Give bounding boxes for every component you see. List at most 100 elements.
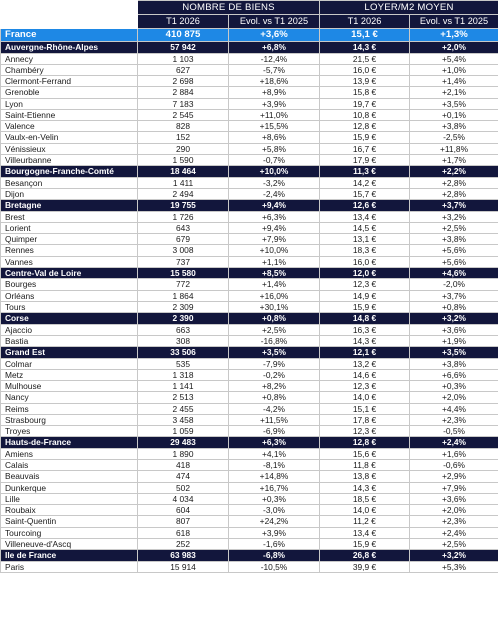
- city-row: Lille 4 034 +0,3% 18,5 € +3,6%: [0, 492, 498, 506]
- evol-biens-cell: +1,4%: [228, 278, 320, 291]
- location-name-cell: Corse: [0, 312, 138, 325]
- header-biens-evol: Evol. vs T1 2025: [228, 14, 320, 29]
- city-row: Calais 418 -8,1% 11,8 € -0,6%: [0, 458, 498, 472]
- location-name-cell: Saint-Quentin: [0, 515, 138, 528]
- evol-loyer-cell: -2,5%: [408, 131, 498, 144]
- loyer-m2-cell: 14,6 €: [319, 368, 410, 382]
- city-row: Rennes 3 008 +10,0% 18,3 € +5,6%: [0, 244, 498, 257]
- city-row: Tours 2 309 +30,1% 15,9 € +0,8%: [0, 300, 498, 314]
- nombre-biens-cell: 2 455: [137, 402, 229, 415]
- evol-biens-cell: +5,8%: [228, 142, 320, 155]
- loyer-m2-cell: 14,0 €: [319, 503, 410, 517]
- nombre-biens-cell: 33 506: [137, 346, 229, 359]
- location-name-cell: Orléans: [0, 289, 138, 302]
- nombre-biens-cell: 63 983: [137, 549, 229, 562]
- evol-loyer-cell: +6,6%: [408, 368, 498, 382]
- loyer-m2-cell: 13,4 €: [319, 210, 410, 223]
- nombre-biens-cell: 828: [137, 119, 229, 133]
- loyer-m2-cell: 12,0 €: [319, 266, 410, 280]
- evol-biens-cell: -12,4%: [228, 52, 320, 65]
- location-name-cell: Annecy: [0, 52, 138, 65]
- evol-biens-cell: -8,1%: [228, 458, 320, 472]
- location-name-cell: Paris: [0, 560, 138, 573]
- evol-loyer-cell: +2,4%: [408, 436, 498, 449]
- city-row: Saint-Quentin 807 +24,2% 11,2 € +2,3%: [0, 515, 498, 528]
- nombre-biens-cell: 1 318: [137, 368, 229, 382]
- loyer-m2-cell: 14,3 €: [319, 481, 410, 494]
- nombre-biens-cell: 19 755: [137, 199, 229, 212]
- loyer-m2-cell: 26,8 €: [319, 549, 410, 562]
- nombre-biens-cell: 474: [137, 470, 229, 483]
- evol-loyer-cell: +4,6%: [408, 266, 498, 280]
- evol-biens-cell: +14,8%: [228, 470, 320, 483]
- region-row: Bretagne 19 755 +9,4% 12,6 € +3,7%: [0, 199, 498, 212]
- header-sub-row: T1 2026 Evol. vs T1 2025 T1 2026 Evol. v…: [0, 14, 498, 29]
- header-biens-period: T1 2026: [137, 14, 229, 29]
- evol-loyer-cell: +5,6%: [408, 244, 498, 257]
- city-row: Valence 828 +15,5% 12,8 € +3,8%: [0, 119, 498, 133]
- evol-loyer-cell: +3,8%: [408, 232, 498, 246]
- location-name-cell: Dunkerque: [0, 481, 138, 494]
- loyer-m2-cell: 21,5 €: [319, 52, 410, 65]
- loyer-m2-cell: 15,9 €: [319, 300, 410, 314]
- evol-loyer-cell: +3,2%: [408, 210, 498, 223]
- evol-biens-cell: +10,0%: [228, 165, 320, 178]
- evol-loyer-cell: +1,9%: [408, 334, 498, 348]
- loyer-m2-cell: 12,1 €: [319, 346, 410, 359]
- evol-loyer-cell: -0,6%: [408, 458, 498, 472]
- loyer-m2-cell: 11,8 €: [319, 458, 410, 472]
- evol-loyer-cell: +4,4%: [408, 402, 498, 415]
- nombre-biens-cell: 2 698: [137, 74, 229, 88]
- evol-loyer-cell: +5,6%: [408, 255, 498, 268]
- city-row: Reims 2 455 -4,2% 15,1 € +4,4%: [0, 402, 498, 415]
- location-name-cell: Mulhouse: [0, 379, 138, 393]
- evol-loyer-cell: +1,7%: [408, 153, 498, 167]
- nombre-biens-cell: 1 590: [137, 153, 229, 167]
- loyer-m2-cell: 12,6 €: [319, 199, 410, 212]
- location-name-cell: Rennes: [0, 244, 138, 257]
- evol-loyer-cell: +1,3%: [408, 28, 498, 42]
- location-name-cell: Troyes: [0, 424, 138, 438]
- country-row: France 410 875 +3,6% 15,1 € +1,3%: [0, 28, 498, 42]
- table-body: France 410 875 +3,6% 15,1 € +1,3% Auvergne-Rh…: [0, 28, 498, 573]
- evol-loyer-cell: +3,5%: [408, 97, 498, 110]
- city-row: Roubaix 604 -3,0% 14,0 € +2,0%: [0, 503, 498, 517]
- header-corner-blank: [0, 0, 138, 15]
- city-row: Tourcoing 618 +3,9% 13,4 € +2,4%: [0, 526, 498, 539]
- city-row: Annecy 1 103 -12,4% 21,5 € +5,4%: [0, 52, 498, 65]
- evol-loyer-cell: +2,3%: [408, 413, 498, 427]
- evol-biens-cell: +6,3%: [228, 210, 320, 223]
- evol-loyer-cell: +3,7%: [408, 289, 498, 302]
- evol-biens-cell: +16,0%: [228, 289, 320, 302]
- nombre-biens-cell: 2 494: [137, 187, 229, 201]
- nombre-biens-cell: 1 726: [137, 210, 229, 223]
- loyer-m2-cell: 12,3 €: [319, 278, 410, 291]
- loyer-m2-cell: 12,8 €: [319, 119, 410, 133]
- loyer-m2-cell: 14,0 €: [319, 391, 410, 404]
- evol-biens-cell: -5,7%: [228, 63, 320, 77]
- nombre-biens-cell: 1 059: [137, 424, 229, 438]
- header-loyer-evol: Evol. vs T1 2025: [408, 14, 498, 29]
- nombre-biens-cell: 3 008: [137, 244, 229, 257]
- evol-loyer-cell: +2,0%: [408, 41, 498, 54]
- nombre-biens-cell: 627: [137, 63, 229, 77]
- city-row: Vannes 737 +1,1% 16,0 € +5,6%: [0, 255, 498, 268]
- nombre-biens-cell: 308: [137, 334, 229, 348]
- loyer-m2-cell: 14,5 €: [319, 221, 410, 235]
- loyer-m2-cell: 11,2 €: [319, 515, 410, 528]
- evol-biens-cell: +9,4%: [228, 221, 320, 235]
- header-sub-blank: [0, 14, 138, 29]
- loyer-m2-cell: 15,9 €: [319, 131, 410, 144]
- city-row: Bastia 308 -16,8% 14,3 € +1,9%: [0, 334, 498, 348]
- location-name-cell: Brest: [0, 210, 138, 223]
- loyer-m2-cell: 13,9 €: [319, 74, 410, 88]
- location-name-cell: Beauvais: [0, 470, 138, 483]
- evol-loyer-cell: +2,4%: [408, 526, 498, 539]
- loyer-m2-cell: 12,3 €: [319, 424, 410, 438]
- nombre-biens-cell: 4 034: [137, 492, 229, 506]
- loyer-m2-cell: 14,9 €: [319, 289, 410, 302]
- location-name-cell: Lorient: [0, 221, 138, 235]
- evol-loyer-cell: +2,0%: [408, 391, 498, 404]
- nombre-biens-cell: 807: [137, 515, 229, 528]
- evol-biens-cell: +6,8%: [228, 41, 320, 54]
